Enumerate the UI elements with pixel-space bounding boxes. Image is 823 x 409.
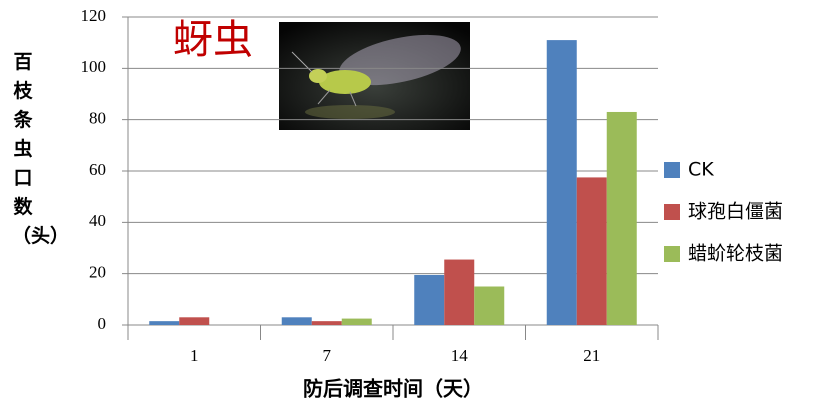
bar	[341, 318, 372, 325]
bar	[444, 259, 475, 325]
y-tick-label: 80	[89, 109, 106, 128]
legend-swatch	[664, 204, 680, 220]
y-tick-label: 120	[81, 6, 107, 25]
y-tick-label: 0	[98, 314, 107, 333]
x-tick-label: 1	[190, 346, 199, 365]
bar	[576, 177, 607, 325]
legend-label: CK	[688, 159, 714, 181]
legend-label: 球孢白僵菌	[688, 201, 783, 223]
y-axis-label: 百枝条虫口数（头）	[12, 51, 70, 247]
bar	[546, 40, 577, 325]
y-tick-label: 100	[81, 57, 107, 76]
bar	[281, 317, 312, 325]
x-tick-label: 14	[451, 346, 469, 365]
x-tick-label: 21	[583, 346, 600, 365]
annotation: 蚜虫	[173, 17, 253, 63]
aphid-photo	[279, 22, 470, 130]
y-tick-label: 60	[89, 160, 106, 179]
bar	[474, 286, 505, 325]
legend-swatch	[664, 246, 680, 262]
y-tick-label: 20	[89, 263, 106, 282]
x-tick-label: 7	[323, 346, 332, 365]
bar	[606, 111, 637, 325]
bar	[414, 274, 445, 325]
legend-swatch	[664, 162, 680, 178]
bar	[311, 321, 342, 325]
y-tick-label: 40	[89, 211, 106, 230]
legend-label: 蜡蚧轮枝菌	[688, 243, 783, 265]
bar	[179, 317, 210, 325]
bar	[149, 321, 180, 325]
x-axis-label: 防后调查时间（天）	[303, 377, 483, 401]
